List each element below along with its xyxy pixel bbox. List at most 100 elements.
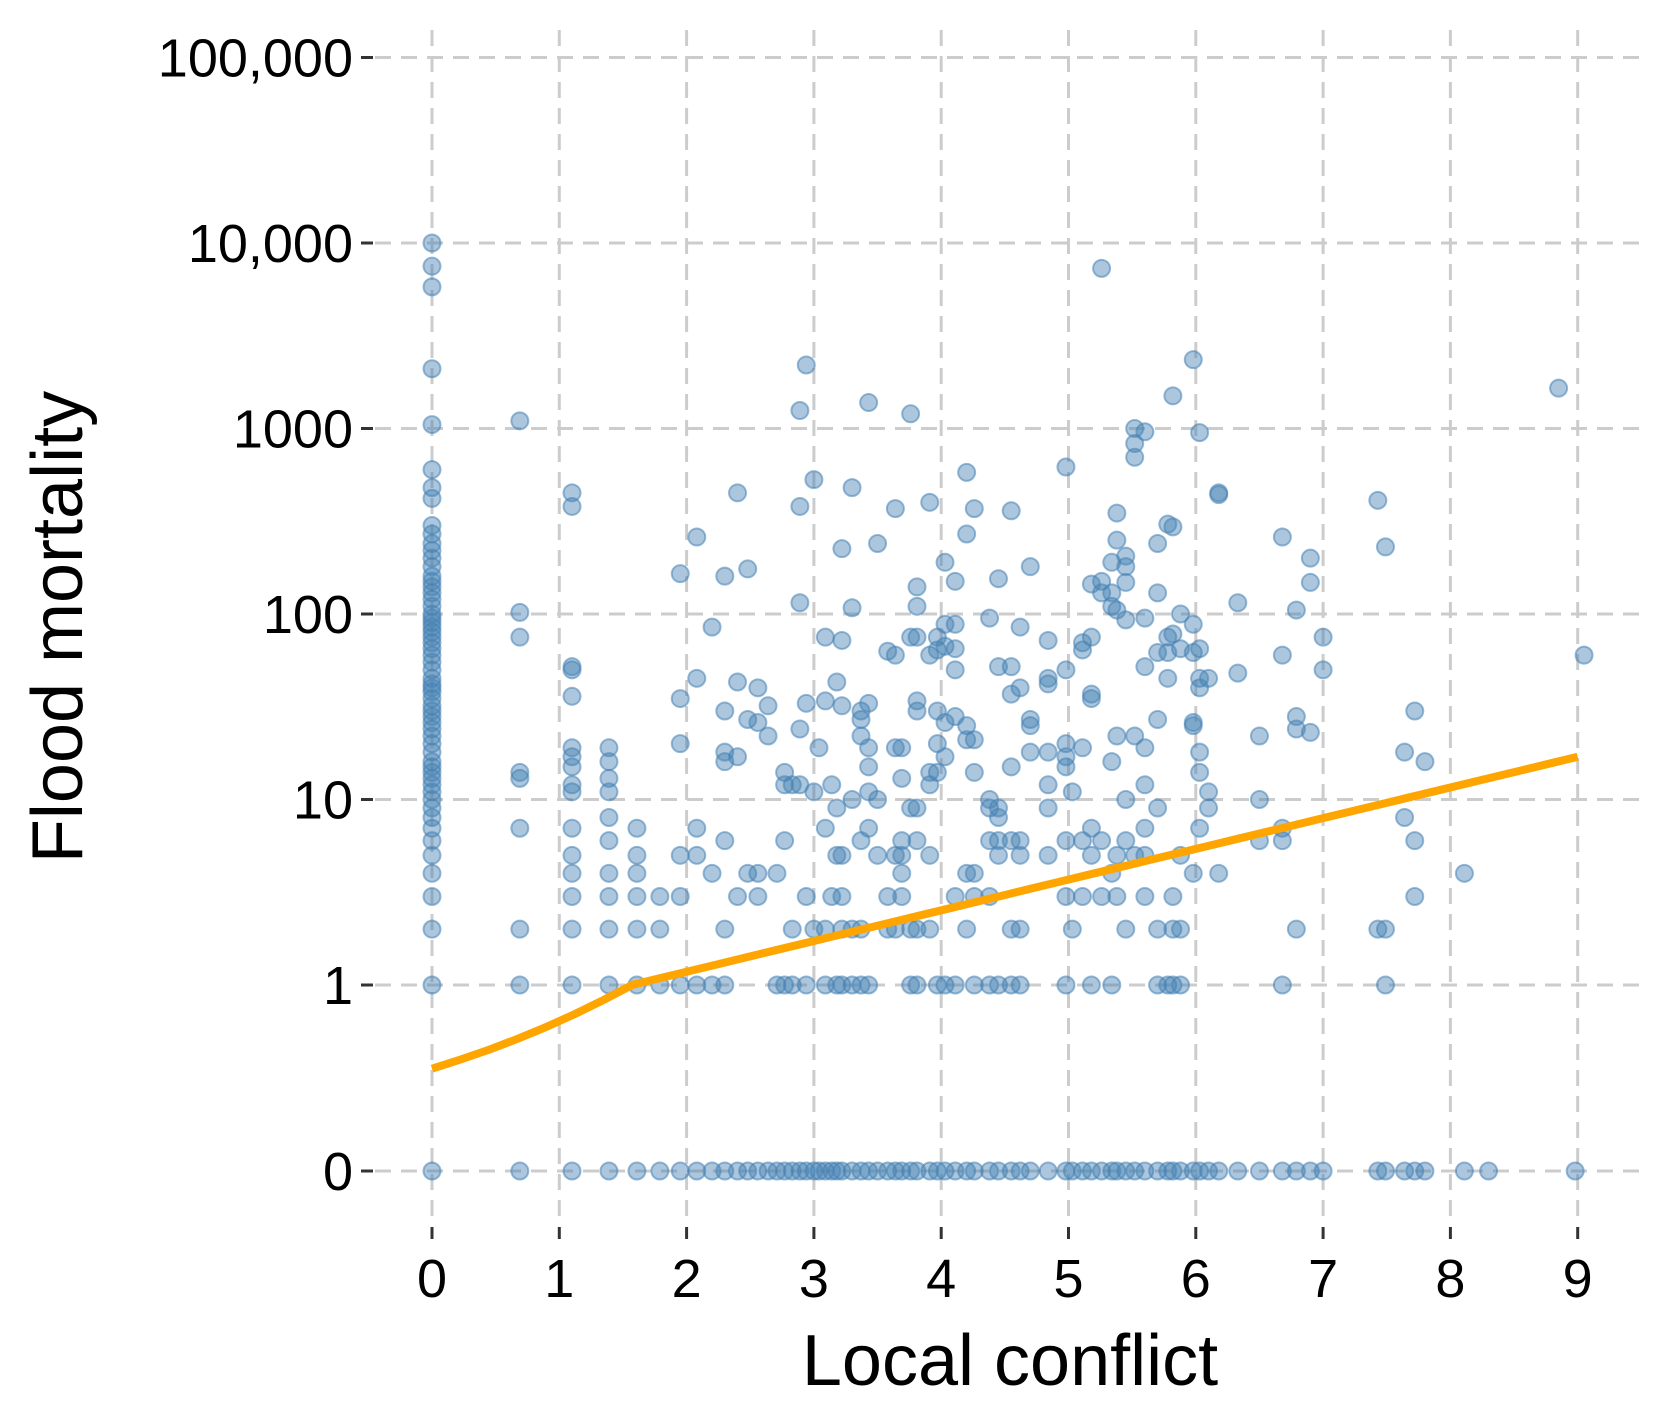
data-point [564, 1163, 581, 1180]
data-point [1057, 888, 1074, 905]
data-point [1040, 632, 1057, 649]
data-point [1012, 847, 1029, 864]
data-point [729, 888, 746, 905]
data-point [716, 977, 733, 994]
axis-ticks: 0 1 2 3 4 5 6 7 8 90110100100010,000100,000 [158, 29, 1593, 1310]
data-point [1040, 799, 1057, 816]
data-point [1103, 753, 1120, 770]
data-point [921, 847, 938, 864]
data-point [1083, 690, 1100, 707]
data-point [1103, 977, 1120, 994]
data-point [1251, 1163, 1268, 1180]
data-point [909, 977, 926, 994]
data-point [990, 570, 1007, 587]
data-point [739, 560, 756, 577]
data-point [1229, 594, 1246, 611]
data-point [929, 764, 946, 781]
data-point [688, 847, 705, 864]
data-point [651, 888, 668, 905]
data-point [1191, 424, 1208, 441]
data-point [600, 783, 617, 800]
data-point [564, 977, 581, 994]
data-point [1136, 820, 1153, 837]
data-point [768, 865, 785, 882]
data-point [981, 610, 998, 627]
data-point [1136, 423, 1153, 440]
data-point [600, 888, 617, 905]
x-tick-label: 2 [672, 1249, 702, 1309]
x-tick-label: 6 [1181, 1249, 1211, 1309]
data-point [947, 977, 964, 994]
data-point [1057, 661, 1074, 678]
data-point [1117, 558, 1134, 575]
data-point [424, 416, 441, 433]
data-point [749, 865, 766, 882]
data-point [844, 791, 861, 808]
data-point [1108, 505, 1125, 522]
data-point [1108, 532, 1125, 549]
data-point [860, 739, 877, 756]
data-point [424, 490, 441, 507]
data-point [958, 921, 975, 938]
data-point [791, 594, 808, 611]
data-point [1229, 665, 1246, 682]
data-point [1136, 888, 1153, 905]
data-point [833, 697, 850, 714]
data-point [749, 679, 766, 696]
data-point [921, 921, 938, 938]
data-point [564, 820, 581, 837]
data-point [1416, 1163, 1433, 1180]
data-point [651, 921, 668, 938]
data-point [704, 619, 721, 636]
data-point [1057, 832, 1074, 849]
data-point [1093, 260, 1110, 277]
data-point [424, 921, 441, 938]
y-tick-label: 10,000 [188, 214, 353, 274]
data-point [817, 820, 834, 837]
data-point [833, 847, 850, 864]
data-point [424, 461, 441, 478]
data-point [893, 770, 910, 787]
data-point [424, 888, 441, 905]
data-point [966, 865, 983, 882]
data-point [1288, 921, 1305, 938]
data-point [651, 1163, 668, 1180]
data-point [937, 554, 954, 571]
data-point [1251, 791, 1268, 808]
data-point [1480, 1163, 1497, 1180]
data-point [1406, 832, 1423, 849]
data-point [716, 832, 733, 849]
data-point [909, 702, 926, 719]
data-point [1136, 776, 1153, 793]
data-point [1416, 753, 1433, 770]
data-point [628, 865, 645, 882]
data-point [1288, 602, 1305, 619]
data-point [1377, 538, 1394, 555]
y-tick-label: 1 [323, 956, 353, 1016]
data-point [688, 670, 705, 687]
data-point [1117, 611, 1134, 628]
data-point [1057, 758, 1074, 775]
data-point [1377, 1163, 1394, 1180]
data-point [798, 356, 815, 373]
data-point [511, 770, 528, 787]
data-point [1040, 744, 1057, 761]
data-point [1136, 610, 1153, 627]
y-tick-label: 10 [293, 771, 353, 831]
data-point [887, 647, 904, 664]
data-point [893, 847, 910, 864]
data-point [1210, 486, 1227, 503]
data-point [1172, 921, 1189, 938]
data-point [1185, 717, 1202, 734]
data-point [958, 464, 975, 481]
data-point [937, 748, 954, 765]
data-point [688, 529, 705, 546]
data-point [672, 847, 689, 864]
data-point [791, 498, 808, 515]
data-point [564, 498, 581, 515]
data-point [798, 977, 815, 994]
data-point [1396, 744, 1413, 761]
data-point [628, 820, 645, 837]
data-point [600, 809, 617, 826]
